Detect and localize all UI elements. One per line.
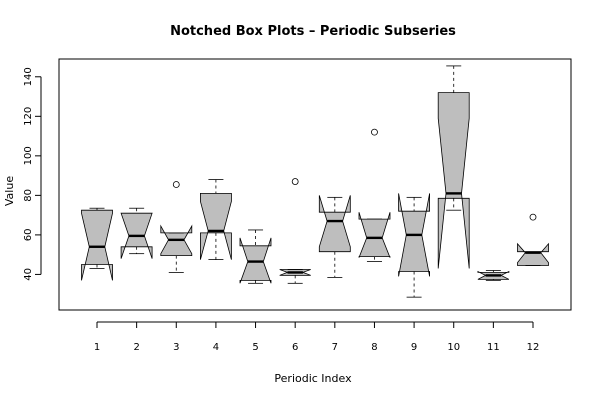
x-tick-label: 4 [213, 342, 219, 353]
box-9 [398, 193, 431, 298]
box-body [437, 92, 470, 269]
y-tick-label: 80 [23, 189, 34, 202]
plot-area-frame [58, 58, 572, 311]
y-tick-label: 120 [23, 107, 34, 126]
box-3 [160, 181, 193, 273]
box-series [81, 65, 549, 298]
box-7 [318, 195, 351, 278]
x-tick-label: 9 [411, 342, 417, 353]
outlier-point [291, 178, 299, 185]
box-body [199, 192, 232, 260]
x-tick-label: 11 [487, 342, 500, 353]
x-tick-label: 1 [94, 342, 100, 353]
box-5 [239, 229, 272, 284]
x-tick-label: 7 [332, 342, 338, 353]
chart-title: Notched Box Plots – Periodic Subseries [170, 24, 456, 39]
box-body [517, 242, 549, 266]
x-tick-label: 2 [133, 342, 139, 353]
x-tick-label: 12 [527, 342, 540, 353]
y-tick-label: 60 [23, 229, 34, 242]
box-1 [81, 207, 113, 281]
x-tick-label: 5 [252, 342, 258, 353]
box-body [358, 212, 391, 258]
x-axis-label: Periodic Index [274, 372, 352, 385]
box-2 [120, 207, 153, 259]
box-body [318, 195, 351, 253]
x-axis: 1 2 3 4 5 6 7 8 9 10 11 12 [94, 321, 540, 353]
x-tick-label: 6 [292, 342, 298, 353]
outlier-point [371, 128, 378, 136]
outlier-point [172, 181, 180, 188]
y-tick-label: 40 [23, 268, 34, 281]
x-tick-label: 10 [447, 342, 460, 353]
outlier-point [529, 213, 537, 221]
box-11 [477, 270, 510, 281]
box-8 [358, 128, 391, 262]
box-body [81, 209, 113, 281]
box-10 [437, 65, 470, 269]
box-4 [199, 179, 232, 261]
box-12 [517, 213, 549, 266]
y-axis-label: Value [3, 176, 16, 206]
y-tick-label: 100 [23, 146, 34, 165]
x-tick-label: 3 [173, 342, 179, 353]
y-axis: 40 60 80 100 120 140 [23, 67, 42, 281]
y-tick-label: 140 [23, 67, 34, 86]
box-6 [279, 178, 311, 284]
x-tick-label: 8 [371, 342, 377, 353]
